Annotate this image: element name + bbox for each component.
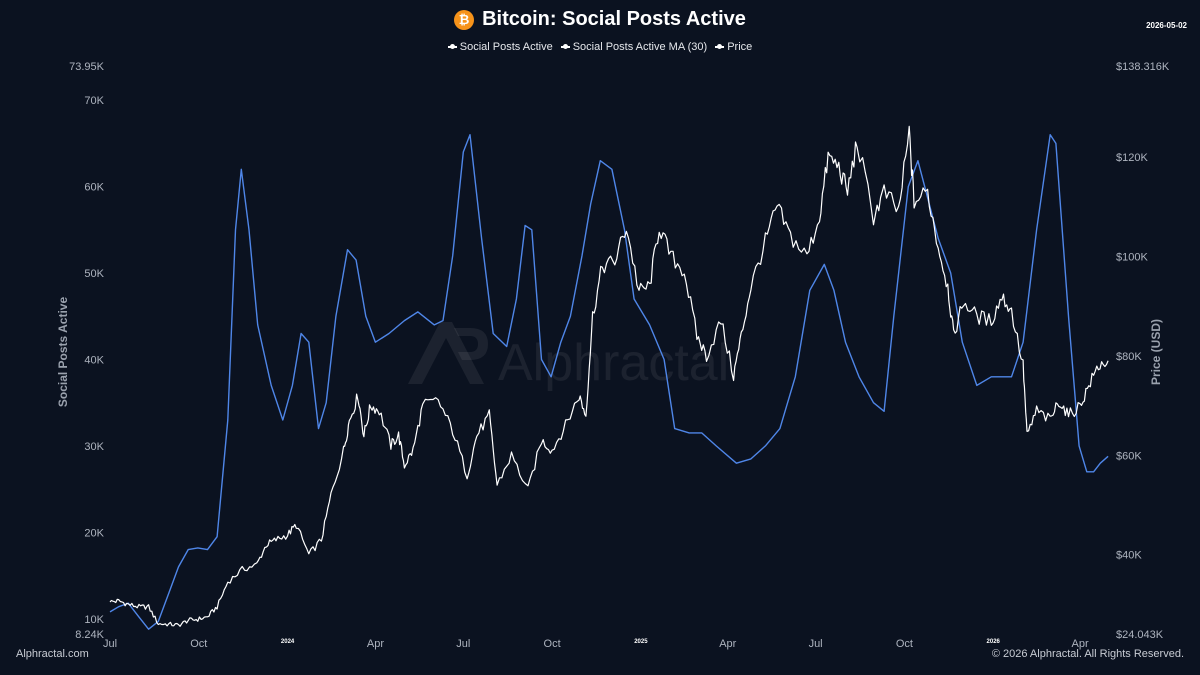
bitcoin-icon: ₿	[454, 9, 475, 30]
right-axis-ticks: $24.043K $40K $60K $80K $100K $120K $138.316K	[1116, 61, 1170, 641]
watermark-logo-icon	[408, 322, 488, 384]
left-tick-label: 60K	[84, 182, 104, 194]
right-tick-label: $100K	[1116, 251, 1148, 263]
left-tick-label: 10K	[84, 614, 104, 626]
x-tick-label: Jul	[456, 638, 470, 650]
legend-marker-icon	[447, 44, 457, 49]
left-axis-title: Social Posts Active	[56, 297, 70, 408]
x-tick-label: Jul	[103, 638, 117, 650]
x-tick-label: Apr	[1072, 638, 1089, 650]
left-axis-ticks: 8.24K 10K 20K 30K 40K 50K 60K 70K 73.95K	[69, 61, 105, 641]
left-tick-label: 20K	[84, 527, 104, 539]
right-axis-title: Price (USD)	[1149, 319, 1163, 385]
left-tick-label: 8.24K	[75, 629, 104, 641]
x-tick-label: Apr	[719, 638, 736, 650]
x-tick-label: Apr	[367, 638, 384, 650]
watermark-text: Alphractal	[498, 334, 729, 392]
x-tick-label: Oct	[190, 638, 207, 650]
x-tick-label: 2026	[987, 639, 1001, 645]
right-tick-label: $138.316K	[1116, 61, 1170, 73]
left-tick-label: 70K	[84, 95, 104, 107]
legend-label: Social Posts Active	[459, 41, 553, 53]
x-tick-label: Oct	[896, 638, 913, 650]
legend-item-social-posts-active[interactable]: Social Posts Active	[447, 41, 553, 53]
right-tick-label: $24.043K	[1116, 629, 1164, 641]
x-tick-label: Oct	[544, 638, 561, 650]
legend-item-social-posts-active-ma[interactable]: Social Posts Active MA (30)	[560, 41, 708, 53]
left-tick-label: 40K	[84, 354, 104, 366]
legend-label: Price	[727, 41, 753, 53]
chart-title: Bitcoin: Social Posts Active	[482, 8, 746, 30]
chart-date: 2026-05-02	[1146, 21, 1187, 30]
left-tick-label: 73.95K	[69, 61, 105, 73]
left-tick-label: 50K	[84, 268, 104, 280]
right-tick-label: $80K	[1116, 351, 1142, 363]
chart-header: ₿ Bitcoin: Social Posts Active	[0, 8, 1200, 31]
price-line	[109, 125, 1109, 627]
legend-marker-icon	[715, 44, 725, 49]
legend-item-price[interactable]: Price	[715, 41, 752, 53]
legend-marker-icon	[560, 44, 570, 49]
social-posts-ma-line	[109, 134, 1109, 630]
x-tick-label: Jul	[809, 638, 823, 650]
x-tick-label: 2024	[281, 639, 295, 645]
left-tick-label: 30K	[84, 441, 104, 453]
right-tick-label: $40K	[1116, 550, 1142, 562]
series-layer	[109, 125, 1109, 630]
legend-label: Social Posts Active MA (30)	[572, 41, 708, 53]
right-tick-label: $60K	[1116, 450, 1142, 462]
x-axis-ticks: Jul Oct 2024 Apr Jul Oct 2025 Apr Jul Oct 2026 Apr	[103, 638, 1089, 650]
chart-legend: Social Posts Active Social Posts Active …	[0, 41, 1200, 53]
footer-copyright: © 2026 Alphractal. All Rights Reserved.	[991, 648, 1184, 660]
footer-site: Alphractal.com	[16, 648, 89, 660]
right-tick-label: $120K	[1116, 152, 1148, 164]
x-tick-label: 2025	[634, 639, 648, 645]
watermark: Alphractal	[408, 322, 729, 392]
